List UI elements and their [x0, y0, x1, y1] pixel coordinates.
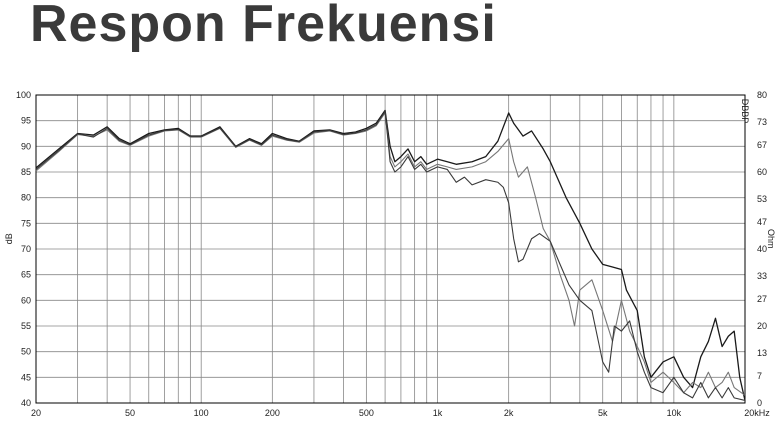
x-tick-label: 20kHz: [744, 408, 770, 418]
y-tick-label: 70: [21, 244, 31, 254]
y2-axis-ticks: 0 7 13 20 27 33 40 47 53 60 67 73 80: [757, 90, 767, 408]
x-tick-label: 1k: [433, 408, 443, 418]
y-axis-label: dB: [4, 233, 14, 244]
y2-tick-label: 47: [757, 217, 767, 227]
y-tick-label: 50: [21, 347, 31, 357]
x-tick-label: 10k: [667, 408, 682, 418]
x-tick-label: 500: [359, 408, 374, 418]
y2-tick-label: 73: [757, 117, 767, 127]
y-tick-label: 80: [21, 193, 31, 203]
y2-tick-label: 80: [757, 90, 767, 100]
y-tick-label: 65: [21, 270, 31, 280]
x-tick-label: 2k: [504, 408, 514, 418]
y2-tick-label: 60: [757, 167, 767, 177]
y-tick-label: 100: [16, 90, 31, 100]
x-tick-label: 50: [125, 408, 135, 418]
y2-tick-label: 33: [757, 271, 767, 281]
y-tick-label: 95: [21, 116, 31, 126]
x-tick-label: 5k: [598, 408, 608, 418]
x-axis-ticks: 20 50 100 200 500 1k 2k 5k 10k 20kHz: [31, 408, 770, 418]
y-tick-label: 55: [21, 321, 31, 331]
y2-tick-label: 13: [757, 348, 767, 358]
y-tick-label: 90: [21, 141, 31, 151]
y2-tick-label: 67: [757, 140, 767, 150]
y-tick-label: 85: [21, 167, 31, 177]
y2-axis-label: Ohm: [766, 229, 776, 249]
page-title: Respon Frekuensi: [30, 0, 497, 53]
y2-tick-label: 40: [757, 244, 767, 254]
y2-tick-label: 0: [757, 398, 762, 408]
y-tick-label: 75: [21, 218, 31, 228]
series-line-3: [35, 110, 746, 401]
y2-tick-label: 53: [757, 194, 767, 204]
plot-frame: [35, 94, 746, 404]
series-line-2: [35, 112, 746, 396]
y-tick-label: 60: [21, 295, 31, 305]
chart-series: [35, 109, 746, 401]
y2-tick-label: 20: [757, 321, 767, 331]
y-tick-label: 40: [21, 398, 31, 408]
x-tick-label: 200: [265, 408, 280, 418]
y2-tick-label: 27: [757, 294, 767, 304]
x-tick-label: 20: [31, 408, 41, 418]
y2-tick-label: 7: [757, 371, 762, 381]
y-axis-ticks: 40 45 50 55 60 65 70 75 80 85 90 95 100: [16, 90, 31, 408]
y-tick-label: 45: [21, 372, 31, 382]
x-tick-label: 100: [194, 408, 209, 418]
watermark-text: DBBP: [740, 99, 750, 124]
